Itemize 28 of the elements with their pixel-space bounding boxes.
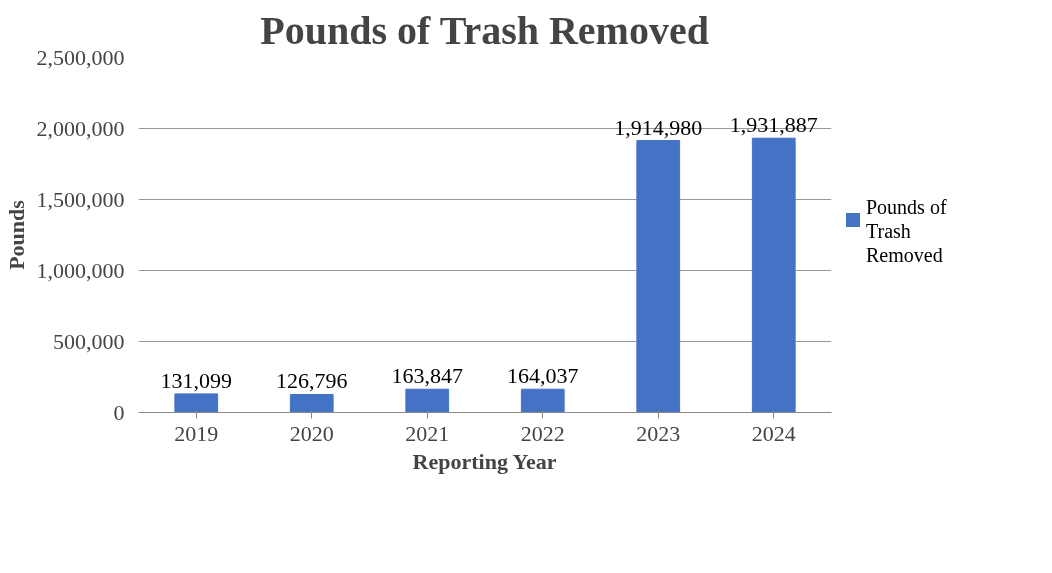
text: 1,914,980 [614,114,703,140]
y-tick-label: 2,500,000 [36,44,125,70]
x-tick-label: 2022 [520,420,565,446]
x-tick-label: 2023 [636,420,681,446]
bar [520,388,565,413]
text: 1,931,887 [729,112,818,138]
y-tick-label: 1,000,000 [36,257,125,283]
bar [289,393,334,413]
bar [174,393,219,413]
chart-title: Pounds of Trash Removed [260,7,709,53]
y-tick-label: 1,500,000 [36,186,125,212]
y-tick-label: 2,000,000 [36,115,125,141]
legend-label: Pounds of Trash Removed [866,195,948,267]
y-tick-label: 0 [113,399,125,425]
text: 131,099 [160,367,232,393]
x-tick-label: 2024 [751,420,796,446]
bar [636,140,681,413]
text: 163,847 [391,363,463,389]
bar [751,137,796,413]
x-axis-title: Reporting Year [412,448,557,474]
y-tick-label: 500,000 [53,328,125,354]
text: 126,796 [276,368,348,394]
bar [405,388,450,413]
text: 164,037 [507,363,579,389]
x-tick-label: 2021 [405,420,450,446]
y-axis-title: Pounds [3,199,29,270]
x-tick-label: 2019 [174,420,219,446]
x-tick-label: 2020 [289,420,334,446]
